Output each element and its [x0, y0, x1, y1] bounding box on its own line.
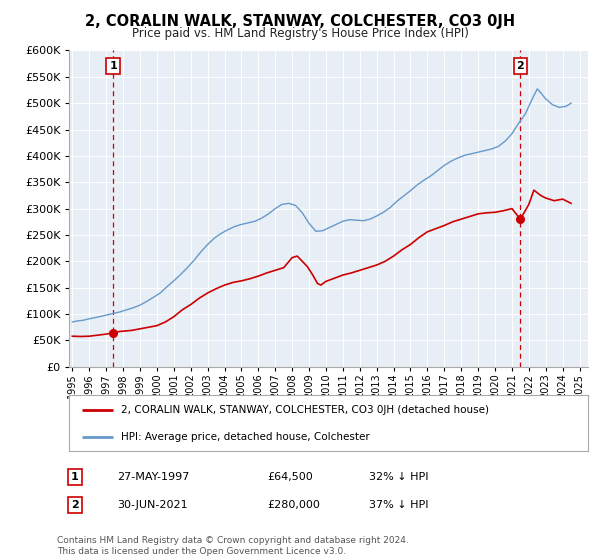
- Text: 27-MAY-1997: 27-MAY-1997: [117, 472, 190, 482]
- Text: 2, CORALIN WALK, STANWAY, COLCHESTER, CO3 0JH (detached house): 2, CORALIN WALK, STANWAY, COLCHESTER, CO…: [121, 405, 489, 416]
- Text: Price paid vs. HM Land Registry's House Price Index (HPI): Price paid vs. HM Land Registry's House …: [131, 27, 469, 40]
- Text: 30-JUN-2021: 30-JUN-2021: [117, 500, 188, 510]
- Text: 37% ↓ HPI: 37% ↓ HPI: [369, 500, 428, 510]
- Text: 2: 2: [71, 500, 79, 510]
- Text: 2: 2: [517, 61, 524, 71]
- Text: 1: 1: [109, 61, 117, 71]
- Text: 32% ↓ HPI: 32% ↓ HPI: [369, 472, 428, 482]
- Text: 1: 1: [71, 472, 79, 482]
- Text: £280,000: £280,000: [267, 500, 320, 510]
- Text: HPI: Average price, detached house, Colchester: HPI: Average price, detached house, Colc…: [121, 432, 370, 442]
- Text: 2, CORALIN WALK, STANWAY, COLCHESTER, CO3 0JH: 2, CORALIN WALK, STANWAY, COLCHESTER, CO…: [85, 14, 515, 29]
- Text: £64,500: £64,500: [267, 472, 313, 482]
- Text: Contains HM Land Registry data © Crown copyright and database right 2024.
This d: Contains HM Land Registry data © Crown c…: [57, 536, 409, 556]
